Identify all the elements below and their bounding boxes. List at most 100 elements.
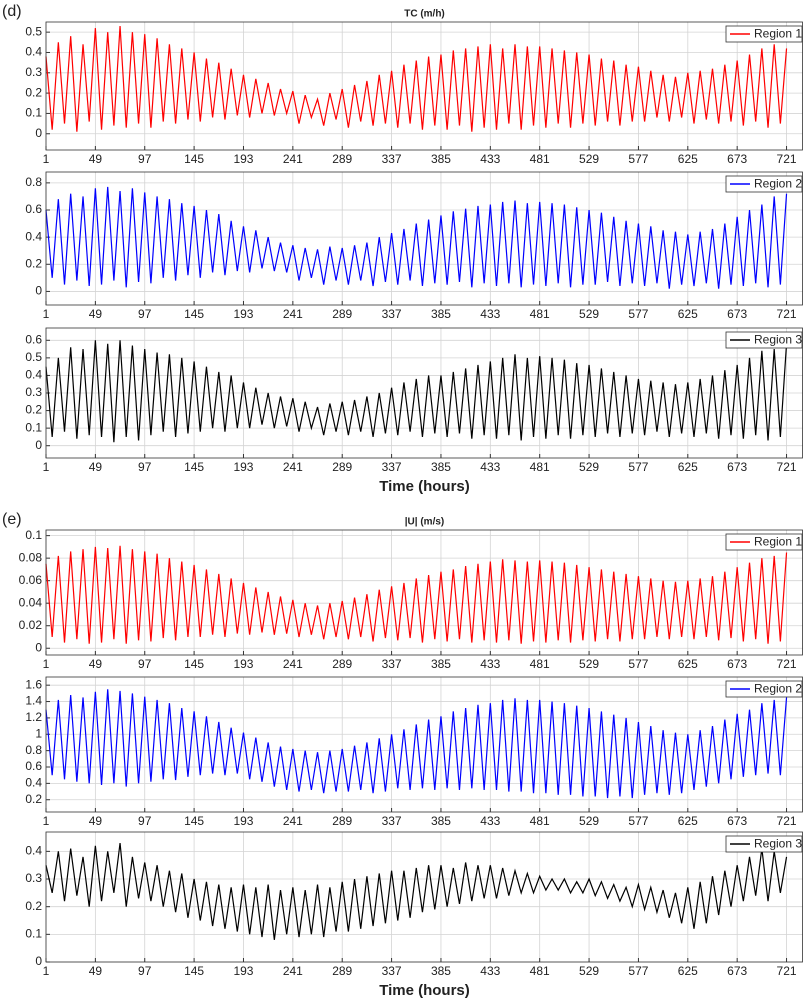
plot-frame bbox=[45, 529, 803, 656]
x-tick-label: 241 bbox=[283, 657, 303, 671]
y-tick-label: 0.4 bbox=[25, 368, 42, 382]
data-line bbox=[45, 545, 788, 644]
x-tick-label: 145 bbox=[184, 964, 204, 978]
x-tick-label: 49 bbox=[89, 964, 103, 978]
x-tick-label: 481 bbox=[530, 814, 550, 828]
legend-label: Region 2 bbox=[754, 177, 802, 191]
x-tick-label: 193 bbox=[233, 964, 253, 978]
x-tick-label: 721 bbox=[777, 657, 797, 671]
x-tick-label: 289 bbox=[332, 657, 352, 671]
x-tick-label: 385 bbox=[431, 657, 451, 671]
x-tick-label: 49 bbox=[89, 152, 103, 166]
x-tick-label: 145 bbox=[184, 814, 204, 828]
y-tick-label: 0.5 bbox=[25, 350, 42, 364]
plot-area bbox=[46, 172, 803, 305]
x-tick-label: 721 bbox=[777, 814, 797, 828]
x-tick-label: 721 bbox=[777, 307, 797, 321]
y-tick-label: 0.6 bbox=[25, 332, 42, 346]
x-tick-label: 481 bbox=[530, 460, 550, 474]
x-tick-label: 145 bbox=[184, 657, 204, 671]
plot-frame bbox=[45, 171, 803, 306]
legend-box bbox=[725, 533, 803, 551]
x-tick-label: 241 bbox=[283, 964, 303, 978]
x-tick-label: 673 bbox=[727, 814, 747, 828]
subplot-title: |U| (m/s) bbox=[405, 517, 445, 528]
panel-label: (e) bbox=[2, 511, 22, 528]
x-tick-label: 241 bbox=[283, 814, 303, 828]
x-tick-label: 1 bbox=[43, 152, 50, 166]
y-tick-label: 0.06 bbox=[19, 573, 43, 587]
x-tick-label: 97 bbox=[138, 152, 152, 166]
y-tick-label: 0.1 bbox=[25, 528, 42, 542]
x-tick-label: 241 bbox=[283, 460, 303, 474]
x-tick-label: 145 bbox=[184, 307, 204, 321]
x-tick-label: 433 bbox=[480, 307, 500, 321]
x-tick-label: 433 bbox=[480, 152, 500, 166]
x-tick-label: 673 bbox=[727, 152, 747, 166]
x-tick-label: 577 bbox=[628, 964, 648, 978]
x-tick-label: 193 bbox=[233, 460, 253, 474]
y-tick-label: 0.5 bbox=[25, 24, 42, 38]
x-tick-label: 337 bbox=[382, 307, 402, 321]
y-tick-label: 0 bbox=[35, 284, 42, 298]
x-tick-label: 625 bbox=[678, 814, 698, 828]
legend-box bbox=[725, 680, 803, 698]
y-tick-label: 0.4 bbox=[25, 844, 42, 858]
x-tick-label: 673 bbox=[727, 307, 747, 321]
y-tick-label: 0.6 bbox=[25, 202, 42, 216]
x-tick-label: 97 bbox=[138, 657, 152, 671]
y-tick-label: 0.2 bbox=[25, 256, 42, 270]
subplot-title: TC (m/h) bbox=[404, 9, 445, 20]
x-tick-label: 49 bbox=[89, 307, 103, 321]
y-tick-label: 1.4 bbox=[25, 694, 42, 708]
x-tick-label: 289 bbox=[332, 814, 352, 828]
x-tick-label: 241 bbox=[283, 152, 303, 166]
x-tick-label: 193 bbox=[233, 657, 253, 671]
y-tick-label: 0.08 bbox=[19, 550, 43, 564]
x-tick-label: 1 bbox=[43, 964, 50, 978]
plot-frame bbox=[45, 327, 803, 459]
x-tick-label: 625 bbox=[678, 657, 698, 671]
x-tick-label: 289 bbox=[332, 152, 352, 166]
x-tick-label: 289 bbox=[332, 964, 352, 978]
x-axis-label: Time (hours) bbox=[379, 982, 470, 999]
legend-box bbox=[725, 835, 803, 853]
x-tick-label: 385 bbox=[431, 307, 451, 321]
x-tick-label: 289 bbox=[332, 307, 352, 321]
x-tick-label: 577 bbox=[628, 152, 648, 166]
y-tick-label: 0.1 bbox=[25, 420, 42, 434]
x-tick-label: 577 bbox=[628, 814, 648, 828]
y-tick-label: 1.2 bbox=[25, 710, 42, 724]
x-tick-label: 625 bbox=[678, 307, 698, 321]
x-tick-label: 241 bbox=[283, 307, 303, 321]
x-tick-label: 625 bbox=[678, 152, 698, 166]
legend-label: Region 2 bbox=[754, 682, 802, 696]
x-tick-label: 433 bbox=[480, 814, 500, 828]
x-tick-label: 481 bbox=[530, 657, 550, 671]
x-tick-label: 145 bbox=[184, 152, 204, 166]
y-tick-label: 1.6 bbox=[25, 677, 42, 691]
y-tick-label: 1 bbox=[35, 726, 42, 740]
x-tick-label: 1 bbox=[43, 460, 50, 474]
x-tick-label: 673 bbox=[727, 460, 747, 474]
x-tick-label: 97 bbox=[138, 964, 152, 978]
legend-label: Region 3 bbox=[754, 333, 802, 347]
x-tick-label: 721 bbox=[777, 964, 797, 978]
y-tick-label: 0 bbox=[35, 640, 42, 654]
x-tick-label: 433 bbox=[480, 964, 500, 978]
x-tick-label: 529 bbox=[579, 152, 599, 166]
x-tick-label: 193 bbox=[233, 814, 253, 828]
x-tick-label: 385 bbox=[431, 964, 451, 978]
legend-label: Region 3 bbox=[754, 837, 802, 851]
legend-label: Region 1 bbox=[754, 535, 802, 549]
x-tick-label: 337 bbox=[382, 460, 402, 474]
y-tick-label: 0.3 bbox=[25, 871, 42, 885]
y-tick-label: 0 bbox=[35, 438, 42, 452]
y-tick-label: 0.1 bbox=[25, 927, 42, 941]
x-tick-label: 577 bbox=[628, 460, 648, 474]
y-tick-label: 0.2 bbox=[25, 899, 42, 913]
y-tick-label: 0.02 bbox=[19, 618, 43, 632]
x-tick-label: 1 bbox=[43, 307, 50, 321]
x-tick-label: 193 bbox=[233, 152, 253, 166]
